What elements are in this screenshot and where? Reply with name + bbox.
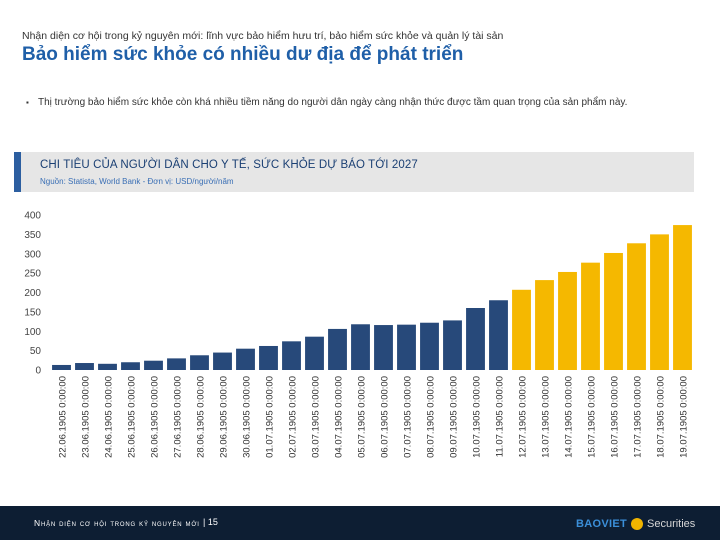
bar <box>627 243 646 370</box>
bar <box>213 352 232 370</box>
bar <box>328 328 347 370</box>
bullet-point: ▪ Thị trường bảo hiểm sức khỏe còn khá n… <box>26 96 696 109</box>
chart-title: CHI TIÊU CỦA NGƯỜI DÂN CHO Y TẾ, SỨC KHỎ… <box>40 159 418 171</box>
bar <box>420 322 439 370</box>
x-tick-label: 11.07.1905 0:00:00 <box>495 376 506 457</box>
x-tick-label: 15.07.1905 0:00:00 <box>587 376 598 458</box>
y-tick-label: 250 <box>24 269 41 280</box>
x-tick-label: 17.07.1905 0:00:00 <box>633 376 644 458</box>
bar-chart: 0 50 100 150 200 250 300 350 400 22.06.1905 0:00:… <box>24 211 692 458</box>
bar <box>236 348 255 370</box>
x-tick-label: 27.06.1905 0:00:00 <box>173 376 184 458</box>
x-tick-label: 10.07.1905 0:00:00 <box>472 376 483 458</box>
chart-source: Nguồn: Statista, World Bank - Đơn vị: US… <box>40 177 234 186</box>
x-tick-label: 06.07.1905 0:00:00 <box>380 376 391 458</box>
bar <box>351 324 370 370</box>
y-tick-label: 50 <box>30 346 42 357</box>
x-tick-label: 04.07.1905 0:00:00 <box>334 376 345 458</box>
bar <box>52 364 71 370</box>
y-tick-label: 350 <box>24 230 41 241</box>
bar <box>650 234 669 370</box>
y-tick-label: 400 <box>24 211 41 222</box>
footer-text: Nhận diện cơ hội trong kỷ nguyên mới <box>34 518 200 528</box>
bar <box>144 360 163 370</box>
bar <box>512 289 531 370</box>
chart-header: CHI TIÊU CỦA NGƯỜI DÂN CHO Y TẾ, SỨC KHỎ… <box>14 152 694 192</box>
x-tick-label: 01.07.1905 0:00:00 <box>265 376 276 458</box>
bar <box>604 252 623 370</box>
bullet-text: Thị trường bảo hiểm sức khỏe còn khá nhi… <box>38 97 628 108</box>
logo-sub-text: Securities <box>647 518 696 530</box>
y-tick-label: 200 <box>24 288 41 299</box>
logo-main-text: BAOVIET <box>576 518 627 530</box>
bar <box>259 345 278 370</box>
y-tick-label: 300 <box>24 249 41 260</box>
x-tick-label: 02.07.1905 0:00:00 <box>288 376 299 458</box>
baoviet-logo: BAOVIET Securities <box>576 515 695 533</box>
bullet-square-icon: ▪ <box>26 98 29 107</box>
x-tick-label: 05.07.1905 0:00:00 <box>357 376 368 458</box>
bar <box>167 358 186 370</box>
x-tick-label: 14.07.1905 0:00:00 <box>564 376 575 458</box>
x-tick-label: 29.06.1905 0:00:00 <box>219 376 230 458</box>
bar <box>374 325 393 370</box>
x-tick-label: 28.06.1905 0:00:00 <box>196 376 207 458</box>
x-tick-label: 08.07.1905 0:00:00 <box>426 376 437 458</box>
y-tick-label: 100 <box>24 327 41 338</box>
bar <box>305 336 324 370</box>
y-tick-label: 150 <box>24 307 41 318</box>
x-tick-label: 03.07.1905 0:00:00 <box>311 376 322 458</box>
bar <box>489 300 508 370</box>
x-tick-label: 12.07.1905 0:00:00 <box>518 376 529 458</box>
x-tick-label: 25.06.1905 0:00:00 <box>127 376 138 458</box>
x-tick-label: 19.07.1905 0:00:00 <box>679 376 690 458</box>
bar <box>121 362 140 370</box>
x-tick-label: 13.07.1905 0:00:00 <box>541 376 552 458</box>
bar <box>558 271 577 370</box>
slide-title: Bảo hiểm sức khỏe có nhiều dư địa để phá… <box>22 44 464 65</box>
logo-circle-icon <box>631 518 643 530</box>
slide-supertitle: Nhận diện cơ hội trong kỷ nguyên mới: lĩ… <box>22 30 504 42</box>
x-tick-label: 24.06.1905 0:00:00 <box>104 376 115 458</box>
bar <box>282 341 301 370</box>
x-tick-label: 23.06.1905 0:00:00 <box>81 376 92 458</box>
page-number: | 15 <box>203 517 218 527</box>
footer-bar: Nhận diện cơ hội trong kỷ nguyên mới | 1… <box>0 506 720 540</box>
bar <box>190 355 209 370</box>
x-tick-label: 26.06.1905 0:00:00 <box>150 376 161 458</box>
x-tick-label: 09.07.1905 0:00:00 <box>449 376 460 458</box>
bar <box>581 262 600 370</box>
x-tick-label: 18.07.1905 0:00:00 <box>656 376 667 458</box>
chart-header-accent <box>14 152 21 192</box>
bar <box>466 308 485 370</box>
bar <box>535 280 554 370</box>
bar <box>75 363 94 370</box>
y-tick-label: 0 <box>35 366 41 377</box>
bar <box>98 363 117 370</box>
x-tick-label: 30.06.1905 0:00:00 <box>242 376 253 458</box>
x-tick-label: 22.06.1905 0:00:00 <box>58 376 69 458</box>
x-tick-label: 16.07.1905 0:00:00 <box>610 376 621 458</box>
bar <box>443 320 462 370</box>
bar <box>397 324 416 370</box>
x-tick-label: 07.07.1905 0:00:00 <box>403 376 414 458</box>
bar <box>673 225 692 370</box>
